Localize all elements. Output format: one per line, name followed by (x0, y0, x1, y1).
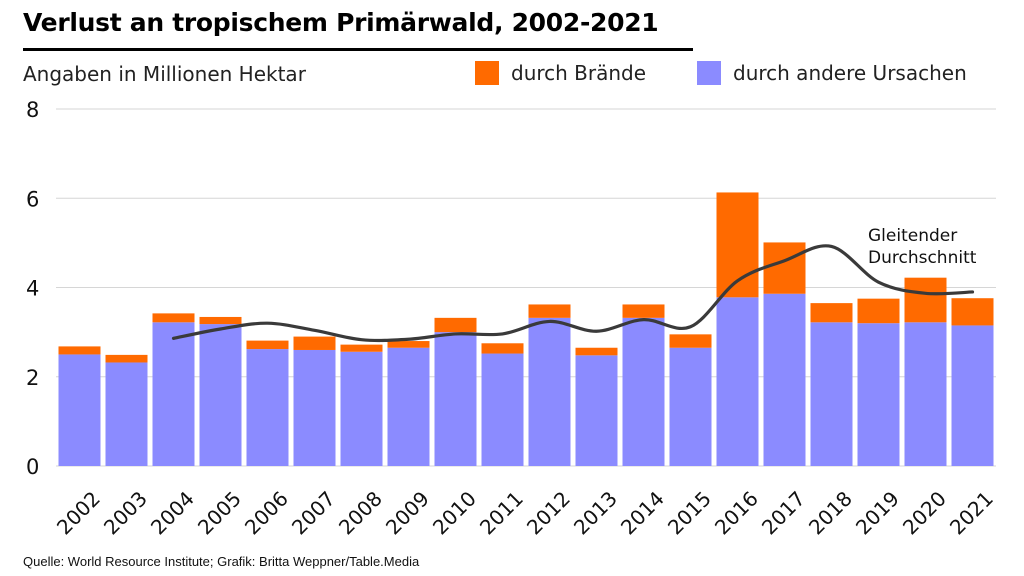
x-tick-label: 2020 (898, 486, 951, 539)
x-tick-label: 2017 (757, 486, 810, 539)
bar-fire (857, 298, 900, 324)
bar-other-causes (716, 297, 759, 466)
x-tick-label: 2006 (240, 486, 293, 539)
bar-other-causes (340, 351, 383, 466)
chart-title: Verlust an tropischem Primärwald, 2002-2… (23, 8, 659, 37)
bar-other-causes (105, 362, 148, 466)
x-tick-label: 2008 (334, 486, 387, 539)
y-tick-label: 8 (26, 98, 39, 122)
title-underline (23, 48, 693, 51)
bar-fire (387, 341, 430, 348)
x-tick-label: 2010 (428, 486, 481, 539)
bar-other-causes (387, 347, 430, 466)
bar-fire (481, 343, 524, 354)
bar-other-causes (246, 349, 289, 466)
y-tick-label: 0 (26, 455, 39, 479)
bar-other-causes (481, 353, 524, 466)
moving-average-label: Gleitender (868, 226, 957, 246)
bar-other-causes (434, 332, 477, 466)
bar-fire (528, 304, 571, 318)
x-tick-label: 2013 (569, 486, 622, 539)
moving-average-line (171, 244, 975, 343)
bar-fire (293, 336, 336, 350)
legend-item-fire: durch Brände (475, 61, 646, 85)
bar-fire (105, 354, 148, 363)
y-tick-label: 4 (26, 277, 39, 301)
y-tick-label: 6 (26, 187, 39, 211)
bar-other-causes (528, 317, 571, 466)
legend-swatch-fire (475, 61, 499, 85)
x-tick-label: 2019 (851, 486, 904, 539)
bar-fire (904, 277, 947, 323)
bar-other-causes (904, 322, 947, 466)
bar-other-causes (810, 322, 853, 466)
bar-other-causes (763, 293, 806, 466)
bar-fire (152, 313, 195, 323)
bar-fire (340, 344, 383, 352)
x-tick-label: 2016 (710, 486, 763, 539)
bar-other-causes (575, 355, 618, 466)
legend-label-fire: durch Brände (511, 61, 647, 85)
bar-other-causes (293, 349, 336, 466)
y-axis-unit-label: Angaben in Millionen Hektar (23, 62, 306, 86)
bar-fire (669, 334, 712, 348)
x-tick-label: 2007 (287, 486, 340, 539)
y-tick-label: 2 (26, 366, 39, 390)
x-tick-label: 2018 (804, 486, 857, 539)
legend-item-other: durch andere Ursachen (697, 61, 967, 85)
bar-fire (246, 340, 289, 350)
legend-swatch-other (697, 61, 721, 85)
bar-other-causes (152, 322, 195, 466)
moving-average-label: Durchschnitt (868, 248, 977, 268)
source-note: Quelle: World Resource Institute; Grafik… (23, 554, 420, 569)
x-tick-label: 2003 (99, 486, 152, 539)
bar-fire (763, 242, 806, 294)
x-tick-label: 2012 (522, 486, 575, 539)
bar-fire (575, 347, 618, 356)
bar-fire (434, 317, 477, 333)
bar-other-causes (669, 347, 712, 466)
bar-fire (58, 346, 101, 355)
bar-fire (622, 304, 665, 318)
x-tick-label: 2004 (146, 486, 199, 539)
bar-fire (199, 316, 242, 325)
x-tick-label: 2009 (381, 486, 434, 539)
bar-fire (810, 303, 853, 323)
bar-other-causes (951, 325, 994, 466)
legend-label-other: durch andere Ursachen (733, 61, 967, 85)
x-tick-label: 2014 (616, 486, 669, 539)
x-tick-label: 2005 (193, 486, 246, 539)
x-tick-label: 2021 (945, 486, 998, 539)
x-tick-label: 2015 (663, 486, 716, 539)
bar-other-causes (622, 317, 665, 466)
bar-other-causes (58, 354, 101, 466)
bar-other-causes (857, 323, 900, 466)
x-tick-label: 2002 (52, 486, 105, 539)
bar-fire (951, 298, 994, 326)
bar-other-causes (199, 324, 242, 466)
x-tick-label: 2011 (475, 486, 528, 539)
